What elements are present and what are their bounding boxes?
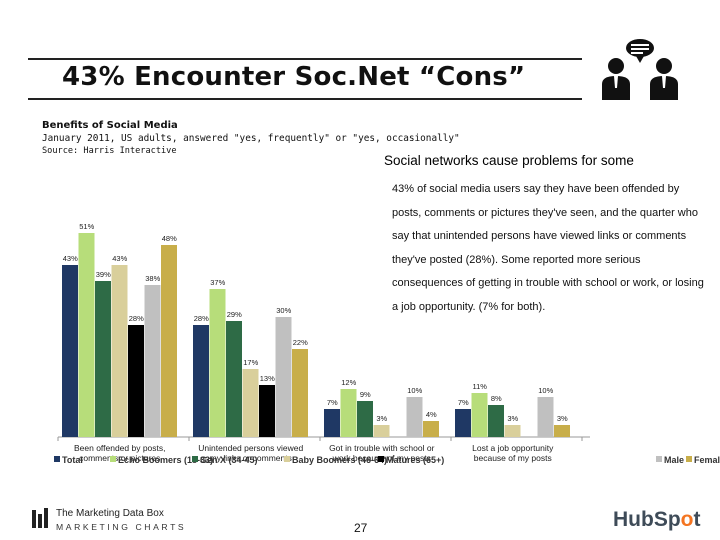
data-label: 30% — [276, 306, 291, 315]
legend-swatch — [110, 456, 116, 462]
page-number: 27 — [354, 521, 368, 535]
legend-swatch — [192, 456, 198, 462]
legend-label: Matures (65+) — [386, 455, 444, 465]
data-label: 8% — [491, 394, 502, 403]
data-label: 13% — [260, 374, 275, 383]
bar — [357, 401, 373, 437]
data-label: 17% — [243, 358, 258, 367]
bar — [226, 321, 242, 437]
benefits-label: Benefits of Social Media — [42, 120, 178, 131]
data-label: 28% — [129, 314, 144, 323]
bar — [62, 265, 78, 437]
bar — [324, 409, 340, 437]
data-label: 22% — [293, 338, 308, 347]
category-label: Lost a job opportunity — [472, 443, 554, 453]
data-label: 3% — [376, 414, 387, 423]
chart-source: Source: Harris Interactive — [42, 146, 177, 156]
bar — [209, 289, 226, 437]
side-heading: Social networks cause problems for some — [384, 153, 634, 168]
data-label: 48% — [162, 234, 177, 243]
bar — [128, 325, 144, 437]
data-label: 4% — [426, 410, 437, 419]
bar — [193, 325, 209, 437]
bar — [95, 281, 111, 437]
category-label: because of my posts — [474, 453, 552, 463]
footer-brand-line2: MARKETING CHARTS — [56, 522, 187, 532]
data-label: 38% — [145, 274, 160, 283]
data-label: 43% — [63, 254, 78, 263]
data-label: 7% — [458, 398, 469, 407]
bar — [242, 369, 259, 437]
bar-chart: 43% 28% 7% 7% 51% 37% 12% 11% 39% 29% 9% 8% 43% 17% 3%… — [54, 222, 720, 465]
data-label: 43% — [112, 254, 127, 263]
category-label: comments or pictures — [79, 453, 160, 463]
data-label: 12% — [341, 378, 356, 387]
people-speech-icon — [602, 39, 678, 100]
bar — [488, 405, 504, 437]
legend-label: Female — [694, 455, 720, 465]
slide-title: 43% Encounter Soc.Net “Cons” — [62, 62, 526, 92]
bar — [406, 397, 423, 437]
data-label: 29% — [227, 310, 242, 319]
hubspot-logo: HubSpot — [613, 508, 701, 531]
data-label: 39% — [96, 270, 111, 279]
category-label: Been offended by posts, — [74, 443, 166, 453]
legend-label: Gen X (34-45) — [200, 455, 258, 465]
legend-swatch — [656, 456, 662, 462]
bar — [292, 349, 308, 437]
bar — [423, 421, 439, 437]
bar — [161, 245, 177, 437]
bar — [554, 425, 570, 437]
category-label: Unintended persons viewed — [198, 443, 303, 453]
data-label: 51% — [79, 222, 94, 231]
data-label: 28% — [194, 314, 209, 323]
data-label: 3% — [557, 414, 568, 423]
bar — [275, 317, 292, 437]
legend-label: Baby Boomers (46-64) — [292, 455, 387, 465]
footer-brand-line1: The Marketing Data Box — [56, 508, 164, 519]
legend-swatch — [378, 456, 384, 462]
bar — [455, 409, 471, 437]
bar — [340, 389, 357, 437]
bar — [471, 393, 488, 437]
legend-swatch — [686, 456, 692, 462]
data-label: 7% — [327, 398, 338, 407]
legend-swatch — [54, 456, 60, 462]
legend-label: Male — [664, 455, 684, 465]
legend-label: Echo Boomers (18-33) — [118, 455, 213, 465]
bar — [537, 397, 554, 437]
legend-label: Total — [62, 455, 83, 465]
data-label: 37% — [210, 278, 225, 287]
bar — [504, 425, 521, 437]
chart-subtitle: January 2011, US adults, answered "yes, … — [42, 133, 460, 144]
bar — [144, 285, 161, 437]
bar — [111, 265, 128, 437]
bar — [78, 233, 95, 437]
bars-logo-icon — [32, 508, 48, 528]
bar — [259, 385, 275, 437]
bar — [373, 425, 390, 437]
data-label: 10% — [407, 386, 422, 395]
side-paragraph: 43% of social media users say they have … — [392, 183, 704, 313]
data-label: 9% — [360, 390, 371, 399]
data-label: 10% — [538, 386, 553, 395]
data-label: 3% — [507, 414, 518, 423]
category-label: my links or comments — [210, 453, 292, 463]
data-label: 11% — [473, 382, 488, 391]
title-frame — [28, 58, 582, 100]
legend-swatch — [284, 456, 290, 462]
category-label: Got in trouble with school or — [329, 443, 435, 453]
